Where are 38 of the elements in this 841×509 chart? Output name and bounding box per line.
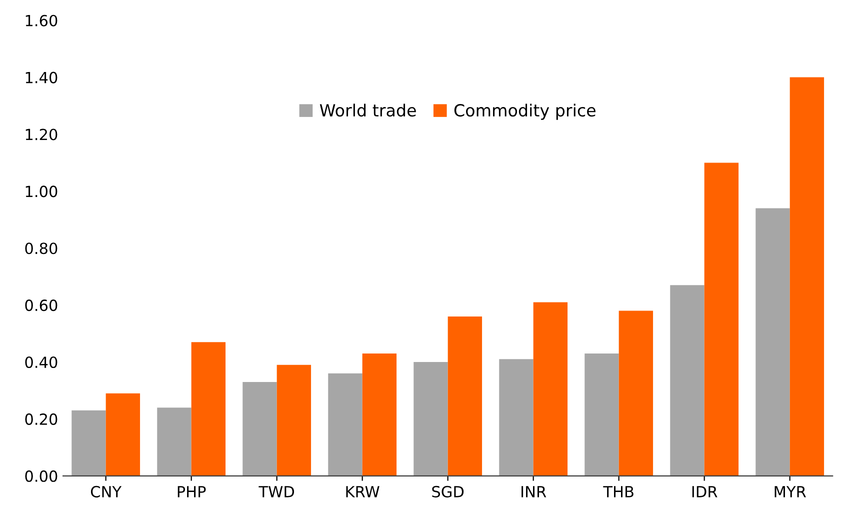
x-tick-label: CNY	[90, 486, 122, 498]
x-tick-label: TWD	[258, 486, 294, 498]
bar	[790, 77, 824, 476]
y-tick-label: 0.00	[25, 470, 58, 482]
y-tick-label: 0.80	[25, 242, 58, 254]
x-tick-label: INR	[522, 486, 546, 498]
x-tick-label: MYR	[774, 486, 806, 498]
bar	[242, 382, 277, 476]
legend-label: Commodity price	[454, 104, 596, 120]
bar	[328, 373, 362, 476]
bar	[157, 408, 192, 476]
legend-label: World trade	[320, 104, 416, 117]
y-tick-label: 1.20	[26, 128, 58, 140]
bar	[448, 316, 482, 476]
x-tick-label: THB	[603, 486, 634, 498]
bar	[362, 353, 397, 476]
y-tick-label: 1.60	[26, 14, 58, 26]
x-tick-label: PHP	[178, 486, 206, 498]
y-tick-label: 0.40	[25, 356, 58, 368]
bar	[533, 302, 568, 476]
x-tick-label: KRW	[346, 486, 380, 498]
bar	[191, 342, 226, 476]
bar	[670, 285, 704, 476]
y-tick-label: 0.60	[25, 300, 58, 312]
x-tick-label: SGD	[432, 486, 464, 498]
bar	[756, 208, 790, 476]
x-tick-label: IDR	[692, 486, 718, 498]
y-tick-label: 1.00	[26, 186, 58, 198]
bar	[106, 393, 140, 476]
bar	[704, 162, 739, 476]
bar	[276, 364, 312, 476]
bar	[618, 310, 654, 476]
bar	[584, 353, 619, 476]
y-tick-label: 1.40	[26, 72, 58, 84]
bar	[414, 362, 448, 476]
bar	[499, 359, 534, 476]
y-tick-label: 0.20	[25, 413, 58, 425]
bar	[72, 410, 106, 476]
